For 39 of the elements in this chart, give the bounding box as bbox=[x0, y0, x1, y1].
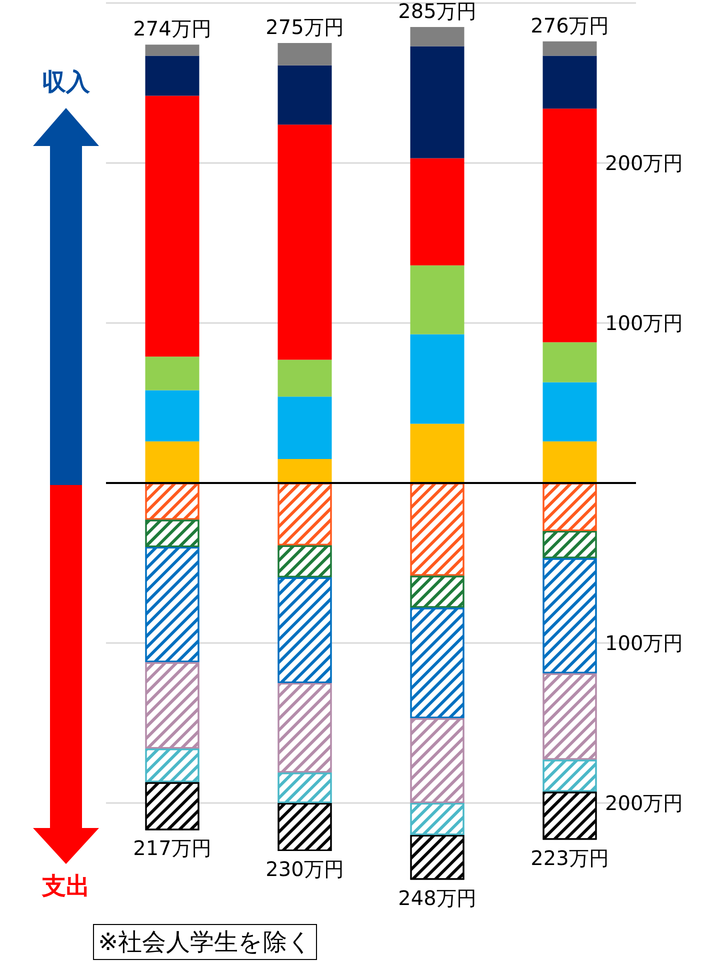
bar bbox=[278, 396, 332, 459]
bar bbox=[278, 459, 332, 483]
bar bbox=[145, 390, 200, 442]
text: 248万円 bbox=[398, 886, 476, 910]
bar bbox=[410, 46, 464, 158]
bar bbox=[410, 27, 464, 46]
bar bbox=[542, 56, 597, 109]
bar bbox=[145, 44, 200, 56]
bar bbox=[542, 108, 597, 342]
bar bbox=[542, 342, 597, 382]
bar bbox=[145, 356, 200, 390]
y-tick-label: 200万円 bbox=[605, 151, 684, 175]
bar bbox=[542, 441, 597, 483]
bar bbox=[278, 65, 332, 125]
bar bbox=[542, 41, 597, 56]
text: 276万円 bbox=[530, 13, 609, 38]
text: 274万円 bbox=[133, 16, 212, 41]
bar bbox=[542, 382, 597, 442]
text: 275万円 bbox=[266, 15, 344, 39]
bar bbox=[410, 334, 464, 424]
text: 収入 bbox=[42, 67, 90, 98]
bar bbox=[278, 360, 332, 397]
bar bbox=[410, 158, 464, 266]
text: 230万円 bbox=[266, 857, 344, 881]
bar bbox=[145, 56, 200, 96]
bar bbox=[278, 43, 332, 66]
bar bbox=[145, 441, 200, 483]
bar bbox=[145, 96, 200, 357]
text: 217万円 bbox=[133, 836, 212, 860]
text: 223万円 bbox=[530, 846, 609, 870]
y-tick-label: 200万円 bbox=[605, 791, 684, 815]
bar bbox=[410, 265, 464, 334]
y-tick-label: 100万円 bbox=[605, 311, 684, 335]
y-tick-label: 100万円 bbox=[605, 631, 684, 655]
text: 285万円 bbox=[398, 0, 476, 23]
bar bbox=[410, 424, 464, 483]
bar bbox=[278, 124, 332, 360]
text: 支出 bbox=[42, 871, 90, 902]
text: ※社会人学生を除く bbox=[93, 924, 318, 960]
